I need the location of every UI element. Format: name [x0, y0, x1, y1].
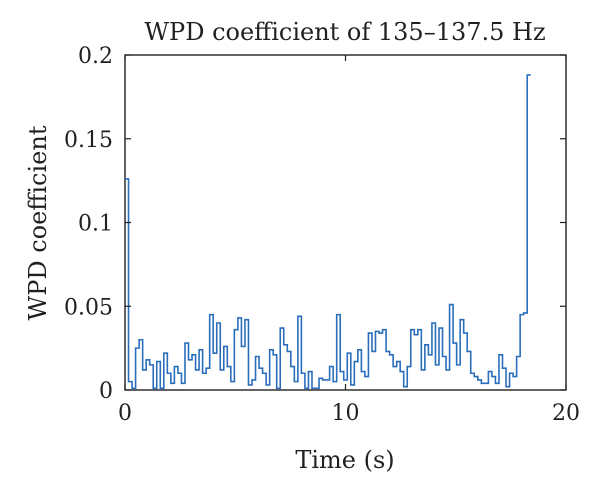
x-axis: 0 10 20	[118, 55, 580, 426]
x-tick-label: 0	[118, 401, 132, 426]
y-tick-label: 0.2	[78, 44, 113, 69]
y-tick-label: 0	[99, 379, 113, 404]
y-axis-label: WPD coefficient	[24, 125, 52, 320]
plot-area	[124, 54, 567, 391]
y-tick-label: 0.1	[78, 212, 113, 237]
series-line-wpd-coefficient	[125, 74, 531, 390]
x-tick-label: 10	[332, 401, 360, 426]
y-tick-label: 0.15	[64, 128, 113, 153]
plot-frame	[124, 54, 567, 391]
y-tick-label: 0.05	[64, 295, 113, 320]
chart-title: WPD coefficient of 135–137.5 Hz	[144, 18, 545, 46]
y-axis: 0 0.05 0.1 0.15 0.2	[64, 44, 566, 404]
x-tick-label: 20	[552, 401, 580, 426]
x-axis-label: Time (s)	[295, 446, 394, 474]
